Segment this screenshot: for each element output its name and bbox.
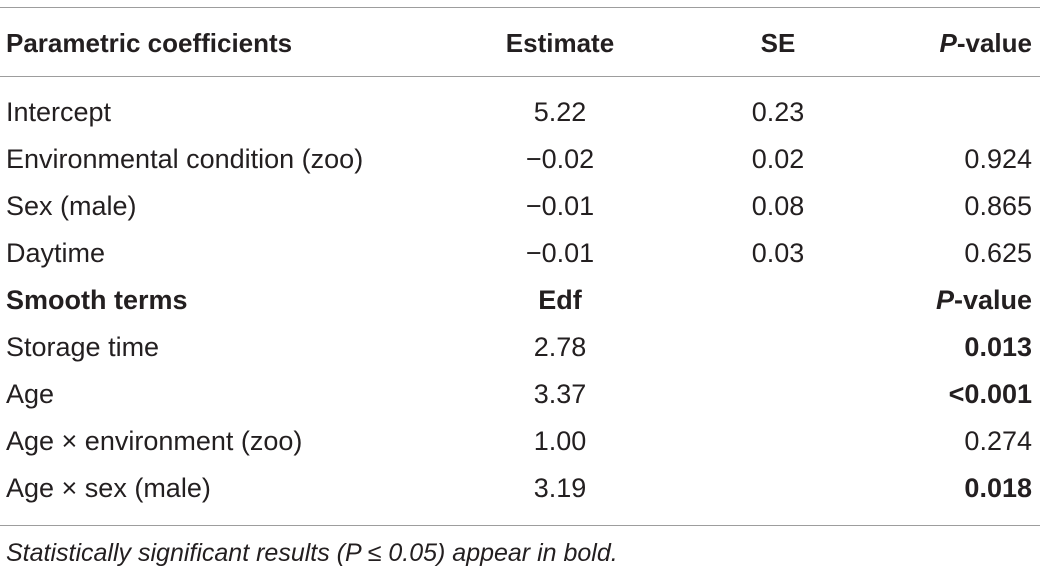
row-label: Daytime [6, 238, 106, 268]
header-parametric-coefficients: Parametric coefficients [6, 28, 293, 58]
row-estimate: −0.02 [525, 144, 595, 174]
header-p-suffix: -value [956, 28, 1032, 58]
header-smooth-p-letter: P [935, 285, 954, 315]
table-row: Age × environment (zoo) 1.00 0.274 [0, 418, 1040, 465]
row-p-value: 0.013 [964, 332, 1032, 362]
table-top-rule [0, 7, 1040, 8]
table-bottom-rule [0, 525, 1040, 526]
table-row: Environmental condition (zoo) −0.02 0.02… [0, 136, 1040, 183]
row-edf: 3.19 [533, 473, 587, 503]
table-row: Intercept 5.22 0.23 [0, 89, 1040, 136]
header-smooth-p-value: P-value [936, 277, 1032, 324]
table-header-row: Parametric coefficients Estimate SE P-va… [0, 18, 1040, 68]
row-p-value: 0.274 [964, 426, 1032, 456]
row-estimate: −0.01 [525, 191, 595, 221]
row-label: Intercept [6, 97, 112, 127]
table-row: Age × sex (male) 3.19 0.018 [0, 465, 1040, 512]
row-se: 0.23 [751, 97, 805, 127]
table-header-rule [0, 76, 1040, 77]
row-label: Age × sex (male) [6, 473, 211, 503]
row-edf: 3.37 [533, 379, 587, 409]
header-edf: Edf [538, 285, 582, 315]
table-row: Sex (male) −0.01 0.08 0.865 [0, 183, 1040, 230]
row-label: Sex (male) [6, 191, 137, 221]
header-se: SE [760, 28, 796, 58]
row-label: Storage time [6, 332, 160, 362]
header-smooth-terms: Smooth terms [6, 285, 188, 315]
table-row: Storage time 2.78 0.013 [0, 324, 1040, 371]
row-p-value: <0.001 [948, 379, 1032, 409]
table-row: Age 3.37 <0.001 [0, 371, 1040, 418]
row-edf: 2.78 [533, 332, 587, 362]
smooth-terms-header-row: Smooth terms Edf P-value [0, 277, 1040, 324]
row-estimate: −0.01 [525, 238, 595, 268]
row-se: 0.02 [751, 144, 805, 174]
row-se: 0.03 [751, 238, 805, 268]
table-footnote: Statistically significant results (P ≤ 0… [6, 539, 618, 567]
header-p-letter: P [939, 28, 957, 58]
row-label: Age [6, 379, 55, 409]
header-p-value: P-value [940, 18, 1033, 68]
row-estimate: 5.22 [533, 97, 587, 127]
row-p-value: 0.625 [964, 238, 1032, 268]
row-label: Age × environment (zoo) [6, 426, 303, 456]
row-p-value: 0.865 [964, 191, 1032, 221]
row-p-value: 0.924 [964, 144, 1032, 174]
row-se: 0.08 [751, 191, 805, 221]
row-label: Environmental condition (zoo) [6, 144, 364, 174]
header-estimate: Estimate [505, 28, 615, 58]
table-row: Daytime −0.01 0.03 0.625 [0, 230, 1040, 277]
row-p-value: 0.018 [964, 473, 1032, 503]
row-edf: 1.00 [533, 426, 587, 456]
header-smooth-p-suffix: -value [953, 285, 1032, 315]
